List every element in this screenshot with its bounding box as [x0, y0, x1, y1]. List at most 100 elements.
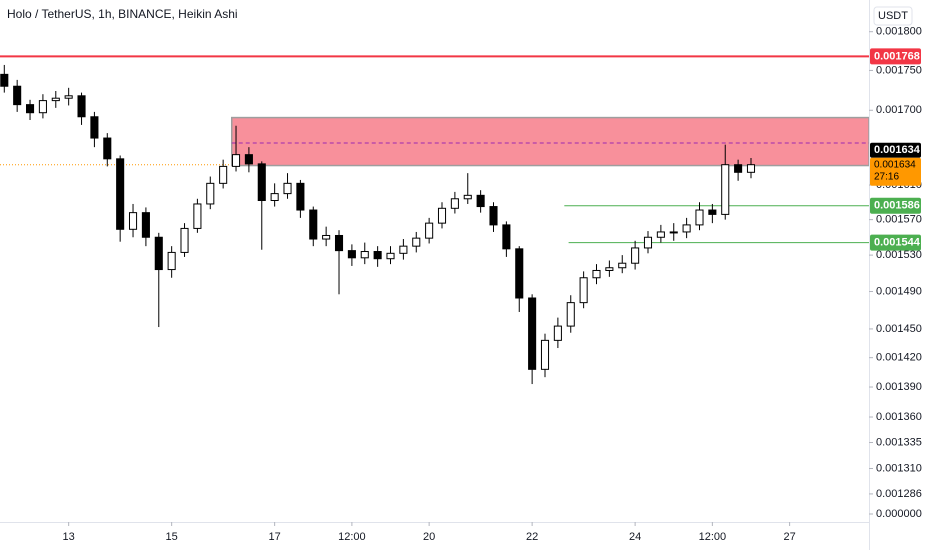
y-tick-label: 0.001750 [876, 64, 922, 76]
candle-body [656, 231, 665, 238]
x-tick-label: 24 [629, 531, 641, 543]
candle-body [463, 194, 472, 200]
y-tick-label: 0.001390 [876, 381, 922, 393]
candle-body [90, 116, 99, 139]
plot-area [0, 55, 870, 385]
candle-body [296, 182, 305, 211]
candle-body [553, 325, 562, 341]
y-tick-label: 0.001530 [876, 249, 922, 261]
candle-body [103, 137, 112, 160]
x-tick-label: 22 [526, 531, 538, 543]
x-tick-label: 20 [423, 531, 435, 543]
candle-body [309, 209, 318, 240]
level-price-label: 0.001768 [874, 50, 920, 62]
y-tick-label: 0.000000 [876, 508, 922, 520]
candle-body [721, 164, 730, 215]
candle-body [180, 227, 189, 253]
candle-body [193, 203, 202, 229]
candle-body [425, 222, 434, 239]
candle-body [322, 234, 331, 240]
candle-body [540, 339, 550, 370]
candle-body [605, 267, 614, 271]
last-price-label: 0.001634 [874, 159, 916, 170]
candle-body [579, 277, 588, 304]
candle-body [489, 206, 498, 226]
candle-body [206, 182, 215, 205]
level-price-box [870, 234, 921, 251]
candle-body [51, 97, 60, 102]
candle-body [347, 250, 356, 259]
x-tick-label: 13 [63, 531, 75, 543]
candle-body [283, 182, 292, 195]
candle-body [270, 193, 279, 202]
price-marker-box [870, 142, 921, 158]
candle-body [643, 236, 653, 249]
currency[interactable]: USDT [878, 10, 908, 22]
candle-body [515, 248, 524, 299]
y-tick-label: 0.001310 [876, 462, 922, 474]
y-tick-label: 0.001335 [876, 436, 922, 448]
candle-body [592, 269, 601, 279]
candle-body [734, 164, 743, 173]
candle-body [502, 224, 511, 250]
candle-body [360, 251, 369, 259]
candle-body [669, 231, 678, 234]
candle-body [116, 158, 125, 230]
candle-body [167, 251, 176, 271]
candle-body [476, 194, 485, 208]
countdown-label: 27:16 [874, 171, 899, 182]
candle-body [708, 209, 717, 215]
x-tick-label: 12:00 [338, 531, 366, 543]
y-tick-label: 0.001450 [876, 323, 922, 335]
x-tick-label: 27 [783, 531, 795, 543]
candle-body [528, 297, 537, 370]
candle-body [746, 164, 756, 173]
price-marker-label: 0.001634 [874, 144, 921, 156]
candle-body [631, 247, 640, 264]
x-tick-label: 12:00 [699, 531, 727, 543]
candle-body [13, 85, 22, 106]
level-price-label: 0.001544 [874, 236, 921, 248]
level-price-label: 0.001586 [874, 200, 920, 212]
candle-body [695, 209, 704, 226]
last-price-box [870, 157, 921, 186]
candle-body [334, 234, 344, 252]
candle-body [64, 95, 73, 99]
currency-box[interactable] [873, 6, 913, 26]
y-tick-label: 0.001800 [876, 26, 922, 38]
y-tick-label: 0.001360 [876, 411, 922, 423]
y-tick-label: 0.001490 [876, 285, 922, 297]
candle-body [257, 163, 266, 202]
x-tick-label: 17 [269, 531, 281, 543]
candle-body [437, 207, 447, 224]
candle-body [566, 302, 575, 327]
candle-body [38, 100, 47, 114]
candle-body [0, 73, 9, 87]
candle-body [141, 212, 150, 238]
chart-title: Holo / TetherUS, 1h, BINANCE, Heikin Ash… [7, 7, 238, 21]
candle-body [25, 104, 35, 114]
x-tick-label: 15 [166, 531, 178, 543]
level-price-box [870, 48, 921, 65]
candle-body [77, 95, 86, 118]
y-tick-label: 0.001286 [876, 488, 922, 500]
candle-body [450, 198, 459, 209]
resistance-zone [230, 116, 870, 167]
candle-body [219, 165, 228, 184]
candle-body [373, 251, 382, 260]
candle-body [618, 262, 627, 269]
candle-body [412, 237, 421, 247]
candle-body [682, 224, 691, 233]
y-tick-label: 0.001420 [876, 352, 922, 364]
level-price-box [870, 197, 921, 214]
candle-body [386, 252, 395, 260]
candle-body [244, 154, 253, 165]
candle-body [128, 212, 138, 230]
y-tick-label: 0.001570 [876, 214, 922, 226]
y-tick-label: 0.001700 [876, 104, 922, 116]
candle-body [231, 154, 241, 167]
candle-body [154, 236, 163, 271]
candle-body [399, 245, 408, 254]
